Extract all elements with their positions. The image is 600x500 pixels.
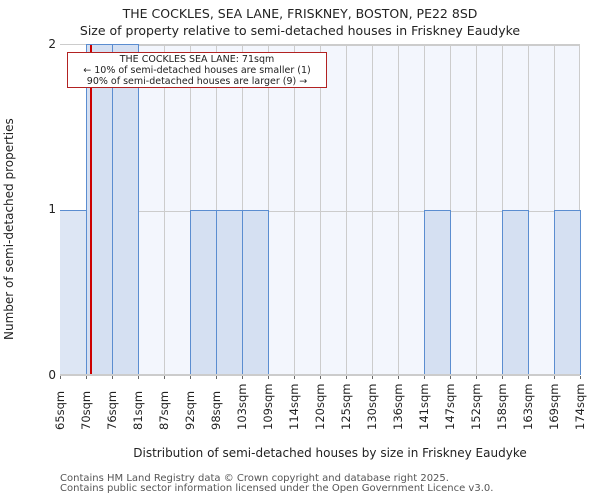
x-tick-label: 136sqm	[391, 383, 405, 430]
x-tick-mark	[242, 376, 243, 379]
x-tick-label: 114sqm	[287, 383, 301, 430]
x-tick-mark	[60, 376, 61, 379]
x-tick-label: 92sqm	[183, 390, 197, 430]
x-tick-mark	[190, 376, 191, 379]
x-tick-label: 158sqm	[495, 383, 509, 430]
x-tick-mark	[86, 376, 87, 379]
x-tick-label: 65sqm	[53, 390, 67, 430]
x-tick-mark	[554, 376, 555, 379]
x-tick-label: 81sqm	[131, 390, 145, 430]
x-tick-mark	[164, 376, 165, 379]
x-axis-line	[60, 374, 580, 376]
x-tick-label: 125sqm	[339, 383, 353, 430]
x-tick-mark	[112, 376, 113, 379]
v-gridline	[346, 45, 347, 375]
footer: Contains HM Land Registry data © Crown c…	[60, 474, 493, 494]
v-gridline	[372, 45, 373, 375]
x-tick-mark	[528, 376, 529, 379]
chart-title: THE COCKLES, SEA LANE, FRISKNEY, BOSTON,…	[122, 6, 478, 21]
x-tick-label: 141sqm	[417, 383, 431, 430]
annotation-line-3: 90% of semi-detached houses are larger (…	[86, 76, 308, 87]
x-tick-mark	[502, 376, 503, 379]
x-tick-mark	[138, 376, 139, 379]
x-axis-label: Distribution of semi-detached houses by …	[133, 446, 527, 460]
y-tick-1: 1	[48, 202, 56, 216]
x-tick-mark	[346, 376, 347, 379]
chart-subtitle: Size of property relative to semi-detach…	[79, 23, 521, 38]
x-tick-mark	[398, 376, 399, 379]
v-gridline	[398, 45, 399, 375]
x-tick-mark	[294, 376, 295, 379]
histogram-bar	[112, 44, 139, 375]
v-gridline	[320, 45, 321, 375]
histogram-bar	[424, 209, 451, 375]
h-gridline	[60, 210, 579, 212]
x-tick-mark	[216, 376, 217, 379]
v-gridline	[164, 45, 165, 375]
x-tick-label: 147sqm	[443, 383, 457, 430]
histogram-bar	[502, 209, 529, 375]
x-tick-label: 169sqm	[547, 383, 561, 430]
x-tick-mark	[476, 376, 477, 379]
x-tick-label: 109sqm	[261, 383, 275, 430]
x-tick-label: 98sqm	[209, 390, 223, 430]
h-gridline	[60, 45, 579, 46]
histogram-bar	[242, 209, 269, 375]
x-tick-label: 87sqm	[157, 390, 171, 430]
x-tick-label: 174sqm	[573, 383, 587, 430]
annotation-line-1: THE COCKLES SEA LANE: 71sqm	[119, 54, 275, 65]
plot-area	[60, 44, 581, 375]
histogram-bar	[190, 209, 217, 375]
x-tick-label: 120sqm	[313, 383, 327, 430]
annotation-line-2: ← 10% of semi-detached houses are smalle…	[83, 65, 311, 76]
histogram-bar	[216, 209, 243, 375]
x-tick-label: 130sqm	[365, 383, 379, 430]
histogram-bar	[60, 209, 87, 375]
v-gridline	[476, 45, 477, 375]
y-tick-0: 0	[48, 368, 56, 382]
x-tick-label: 76sqm	[105, 390, 119, 430]
subject-property-line	[90, 45, 93, 375]
histogram-bar	[554, 209, 581, 375]
footer-line-1: Contains HM Land Registry data © Crown c…	[60, 473, 449, 484]
y-axis-label: Number of semi-detached properties	[2, 118, 16, 340]
x-tick-label: 70sqm	[79, 390, 93, 430]
x-tick-label: 103sqm	[235, 383, 249, 430]
y-tick-2: 2	[48, 37, 56, 51]
x-tick-mark	[450, 376, 451, 379]
x-tick-label: 163sqm	[521, 383, 535, 430]
x-tick-mark	[372, 376, 373, 379]
v-gridline	[294, 45, 295, 375]
subject-annotation: THE COCKLES SEA LANE: 71sqm ← 10% of sem…	[67, 52, 327, 88]
x-tick-mark	[580, 376, 581, 379]
x-tick-mark	[268, 376, 269, 379]
x-tick-label: 152sqm	[469, 383, 483, 430]
x-tick-mark	[320, 376, 321, 379]
x-tick-mark	[424, 376, 425, 379]
footer-line-2: Contains public sector information licen…	[60, 483, 494, 494]
